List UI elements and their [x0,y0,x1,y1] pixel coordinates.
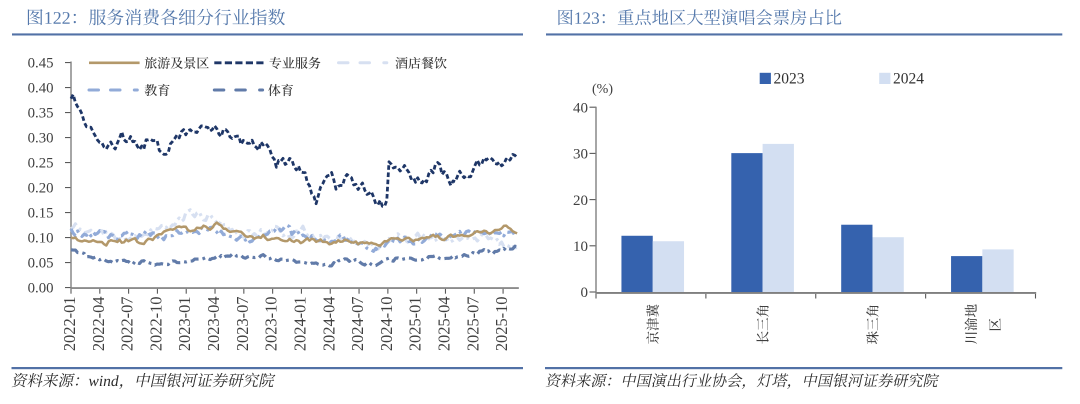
svg-text:10: 10 [573,239,588,255]
svg-text:2023-04: 2023-04 [204,297,223,352]
svg-text:0.35: 0.35 [28,106,54,122]
svg-text:0.45: 0.45 [28,56,54,72]
svg-text:20: 20 [573,193,588,209]
svg-text:0.25: 0.25 [28,156,54,172]
svg-text:2022-04: 2022-04 [89,297,108,352]
svg-text:2024-10: 2024-10 [377,297,396,352]
svg-text:0.10: 0.10 [28,231,54,247]
svg-text:2025-04: 2025-04 [434,297,453,352]
svg-text:0: 0 [581,285,589,301]
svg-text:0.20: 0.20 [28,181,54,197]
svg-text:2024: 2024 [893,70,924,87]
svg-text:2023-01: 2023-01 [175,297,194,352]
svg-text:2024-01: 2024-01 [290,297,309,352]
svg-text:2022-01: 2022-01 [60,297,79,352]
svg-text:2023-07: 2023-07 [233,297,252,352]
svg-text:(%): (%) [592,82,613,97]
svg-text:2025-07: 2025-07 [463,297,482,352]
svg-text:2022-07: 2022-07 [118,297,137,352]
svg-text:2024-04: 2024-04 [319,297,338,352]
svg-text:40: 40 [573,100,588,116]
svg-text:0.00: 0.00 [28,281,54,297]
svg-text:0.40: 0.40 [28,81,54,97]
svg-text:0.05: 0.05 [28,256,54,272]
svg-text:2025-01: 2025-01 [406,297,425,352]
svg-text:0.30: 0.30 [28,131,54,147]
svg-text:2022-10: 2022-10 [146,297,165,352]
svg-text:2023-10: 2023-10 [262,297,281,352]
svg-text:30: 30 [573,147,588,163]
svg-text:2024-07: 2024-07 [348,297,367,352]
svg-text:0.15: 0.15 [28,206,54,222]
svg-text:2025-10: 2025-10 [492,297,511,352]
svg-text:2023: 2023 [774,70,805,87]
